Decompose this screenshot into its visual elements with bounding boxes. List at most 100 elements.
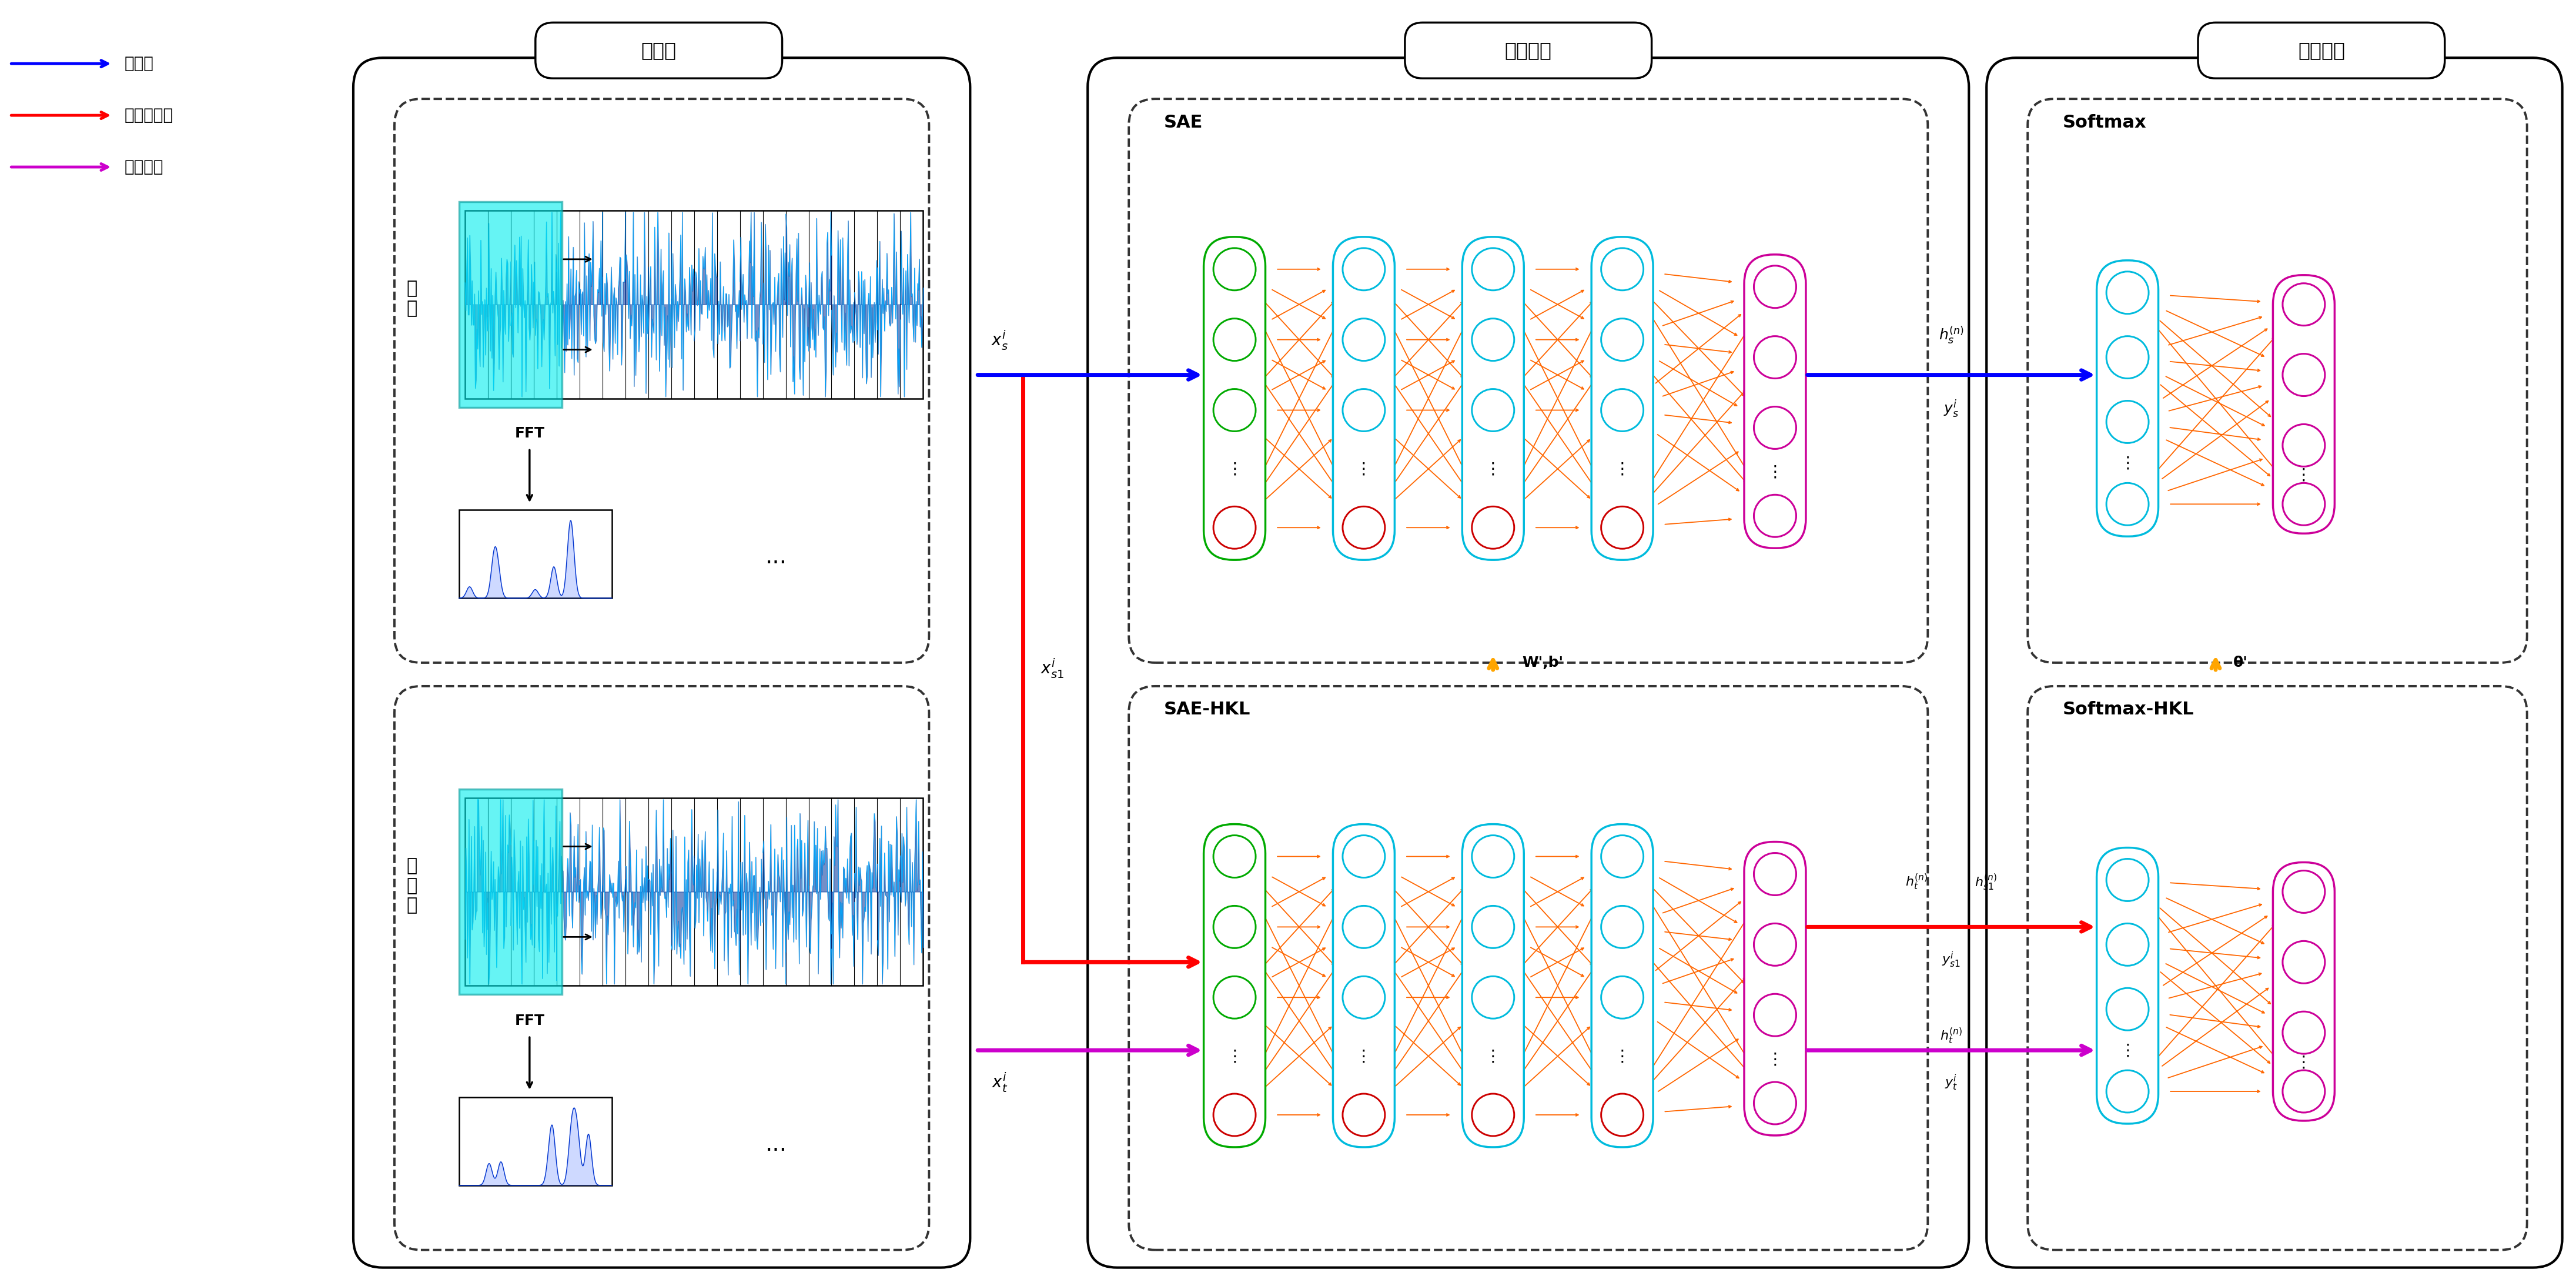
- FancyBboxPatch shape: [2197, 23, 2445, 78]
- FancyBboxPatch shape: [2272, 863, 2334, 1120]
- Text: 特征提取: 特征提取: [1504, 41, 1551, 60]
- Circle shape: [1602, 507, 1643, 549]
- Text: 网络测试: 网络测试: [124, 158, 162, 175]
- FancyBboxPatch shape: [2097, 260, 2159, 536]
- Text: 预处理: 预处理: [641, 41, 677, 60]
- Circle shape: [2107, 859, 2148, 901]
- Circle shape: [1754, 923, 1795, 966]
- Circle shape: [1602, 836, 1643, 877]
- Text: 源
域: 源 域: [407, 280, 417, 316]
- Circle shape: [1342, 836, 1386, 877]
- Circle shape: [1213, 836, 1255, 877]
- Bar: [459, 511, 613, 598]
- Circle shape: [1213, 1093, 1255, 1136]
- FancyBboxPatch shape: [1203, 237, 1265, 559]
- Text: ⋮: ⋮: [1355, 460, 1373, 477]
- Circle shape: [1342, 319, 1386, 361]
- Text: ⋮: ⋮: [1767, 463, 1783, 480]
- Text: $h_t^{(n)}$: $h_t^{(n)}$: [1940, 1026, 1963, 1046]
- Circle shape: [2107, 271, 2148, 314]
- Circle shape: [2282, 941, 2326, 984]
- Circle shape: [1471, 507, 1515, 549]
- Circle shape: [2107, 401, 2148, 444]
- FancyBboxPatch shape: [2097, 847, 2159, 1124]
- Circle shape: [1602, 1093, 1643, 1136]
- Circle shape: [1213, 976, 1255, 1019]
- Text: ⋮: ⋮: [1484, 1048, 1502, 1065]
- FancyBboxPatch shape: [1592, 237, 1654, 559]
- Text: $h_t^{(n)}$: $h_t^{(n)}$: [1906, 873, 1927, 891]
- Circle shape: [2107, 484, 2148, 525]
- Bar: [459, 1097, 613, 1186]
- Circle shape: [1342, 507, 1386, 549]
- FancyBboxPatch shape: [2272, 275, 2334, 534]
- Circle shape: [1471, 319, 1515, 361]
- Circle shape: [2282, 1070, 2326, 1112]
- Circle shape: [1342, 248, 1386, 291]
- Circle shape: [1471, 388, 1515, 431]
- Circle shape: [1602, 319, 1643, 361]
- FancyBboxPatch shape: [536, 23, 783, 78]
- Text: $h_{s1}^{(n)}$: $h_{s1}^{(n)}$: [1976, 872, 1996, 891]
- Circle shape: [1754, 406, 1795, 449]
- Circle shape: [1213, 388, 1255, 431]
- Text: 预训练: 预训练: [124, 55, 155, 72]
- Text: ⋮: ⋮: [2120, 1042, 2136, 1058]
- Text: $x_s^i$: $x_s^i$: [992, 329, 1007, 351]
- Circle shape: [1754, 1082, 1795, 1124]
- FancyBboxPatch shape: [1744, 255, 1806, 548]
- Text: SAE-HKL: SAE-HKL: [1164, 701, 1252, 718]
- Text: W',b': W',b': [1522, 656, 1564, 670]
- Text: 域迁移训练: 域迁移训练: [124, 107, 173, 123]
- Circle shape: [2282, 354, 2326, 396]
- Circle shape: [1754, 994, 1795, 1037]
- Text: Softmax-HKL: Softmax-HKL: [2063, 701, 2195, 718]
- Text: ⋮: ⋮: [1615, 460, 1631, 477]
- Bar: [459, 788, 562, 994]
- FancyBboxPatch shape: [1463, 824, 1525, 1147]
- Text: ⋮: ⋮: [2295, 1053, 2311, 1070]
- Circle shape: [2107, 1070, 2148, 1112]
- Text: $h_s^{(n)}$: $h_s^{(n)}$: [1940, 324, 1963, 346]
- Circle shape: [1471, 1093, 1515, 1136]
- Circle shape: [2282, 424, 2326, 467]
- Text: FFT: FFT: [515, 1013, 544, 1028]
- Circle shape: [2282, 1012, 2326, 1053]
- Circle shape: [1342, 976, 1386, 1019]
- Circle shape: [1754, 495, 1795, 538]
- Text: ⋮: ⋮: [1355, 1048, 1373, 1065]
- Text: FFT: FFT: [515, 427, 544, 441]
- Circle shape: [1754, 336, 1795, 378]
- Text: θ': θ': [2233, 656, 2249, 670]
- Text: $y_t^i$: $y_t^i$: [1945, 1074, 1958, 1092]
- Text: $x_{s1}^i$: $x_{s1}^i$: [1041, 657, 1064, 680]
- Text: 特征分类: 特征分类: [2298, 41, 2344, 60]
- Circle shape: [2282, 283, 2326, 325]
- Circle shape: [1342, 905, 1386, 948]
- FancyBboxPatch shape: [1592, 824, 1654, 1147]
- Bar: [464, 797, 922, 985]
- Circle shape: [1754, 853, 1795, 895]
- Bar: [459, 202, 562, 408]
- Circle shape: [1213, 507, 1255, 549]
- Text: $y_s^i$: $y_s^i$: [1942, 399, 1958, 419]
- Text: 目
标
域: 目 标 域: [407, 858, 417, 914]
- FancyBboxPatch shape: [1087, 58, 1968, 1268]
- Circle shape: [2107, 923, 2148, 966]
- Text: ⋮: ⋮: [2295, 467, 2311, 484]
- FancyBboxPatch shape: [1986, 58, 2563, 1268]
- Circle shape: [1342, 1093, 1386, 1136]
- Circle shape: [1602, 976, 1643, 1019]
- Bar: [464, 211, 922, 399]
- Text: SAE: SAE: [1164, 114, 1203, 131]
- Circle shape: [2282, 871, 2326, 913]
- FancyBboxPatch shape: [1332, 824, 1394, 1147]
- Circle shape: [1471, 976, 1515, 1019]
- Circle shape: [2282, 484, 2326, 525]
- Circle shape: [1213, 319, 1255, 361]
- Text: Softmax: Softmax: [2063, 114, 2146, 131]
- Circle shape: [1754, 266, 1795, 307]
- Circle shape: [1602, 905, 1643, 948]
- Text: ⋮: ⋮: [1615, 1048, 1631, 1065]
- Text: ⋮: ⋮: [1484, 460, 1502, 477]
